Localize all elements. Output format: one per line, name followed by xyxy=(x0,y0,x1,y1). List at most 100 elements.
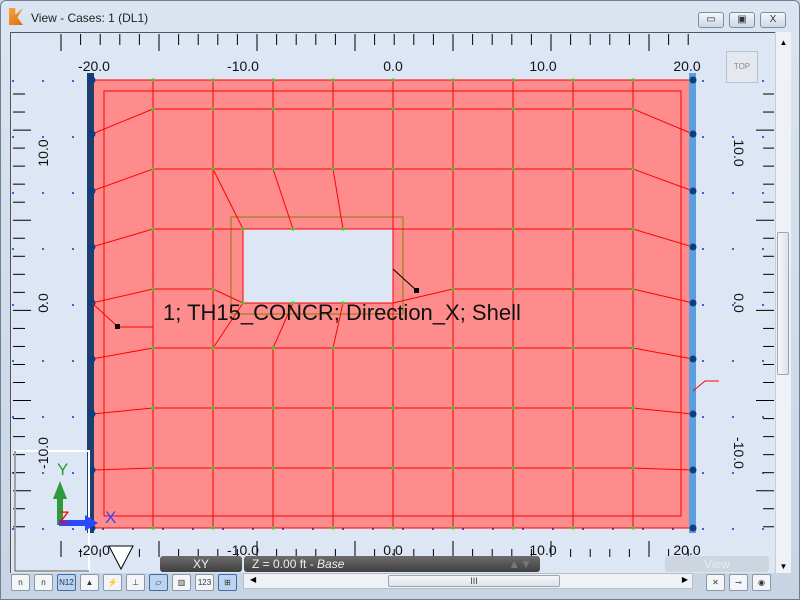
level-name: Base xyxy=(317,557,345,571)
toolbar-dimensions-button[interactable]: ▥ xyxy=(172,574,191,591)
z-axis-label: Z xyxy=(59,508,70,527)
mesh-edge xyxy=(392,288,694,304)
x-axis-tick-label: -20.0 xyxy=(78,58,110,74)
support-node-icon xyxy=(88,466,96,474)
mesh-node xyxy=(271,78,275,82)
minimize-button[interactable]: ▭ xyxy=(698,12,724,28)
support-node-icon xyxy=(689,299,697,307)
mesh-node xyxy=(241,301,245,305)
mesh-node xyxy=(391,406,395,410)
restore-button[interactable]: ▣ xyxy=(729,12,755,28)
mesh-edge xyxy=(91,288,244,304)
toolbar-panel-numbers-button[interactable]: N12 xyxy=(57,574,76,591)
mesh-node xyxy=(451,526,455,530)
mesh-node xyxy=(511,107,515,111)
support-node-icon xyxy=(88,410,96,418)
structure-drawing xyxy=(13,34,774,572)
x-axis-arrow-icon xyxy=(59,515,98,531)
x-axis-tick-label: 0.0 xyxy=(383,542,403,558)
support-node-icon xyxy=(88,187,96,195)
mesh-node xyxy=(211,406,215,410)
panel-label: 1; TH15_CONCR; Direction_X; Shell xyxy=(163,300,521,325)
x-axis-tick-label: 20.0 xyxy=(673,58,701,74)
opening-label-marker xyxy=(414,288,419,293)
support-node-icon xyxy=(88,355,96,363)
opening-label-leader xyxy=(392,268,417,291)
support-node-icon xyxy=(88,243,96,251)
y-axis-arrow-icon xyxy=(53,481,67,525)
y-axis-tick-label: 0.0 xyxy=(731,293,747,313)
mesh-node xyxy=(451,167,455,171)
mesh-node xyxy=(211,346,215,350)
mesh-node xyxy=(631,227,635,231)
toolbar-loads-button[interactable]: ⚡ xyxy=(103,574,122,591)
mesh-node xyxy=(391,78,395,82)
toolbar-render-button[interactable]: ◉ xyxy=(752,574,771,591)
mesh-node xyxy=(211,167,215,171)
x-axis-tick-label: 10.0 xyxy=(529,542,557,558)
mesh-node xyxy=(151,526,155,530)
view-cube-top[interactable]: TOP xyxy=(726,51,758,83)
mesh-node xyxy=(291,227,295,231)
toolbar-structure-view-button[interactable]: ⊞ xyxy=(218,574,237,591)
toolbar-values-button[interactable]: 123 xyxy=(195,574,214,591)
mesh-node xyxy=(571,107,575,111)
toolbar-panels-button[interactable]: ▱ xyxy=(149,574,168,591)
mesh-node xyxy=(341,227,345,231)
mesh-node xyxy=(211,287,215,291)
mesh-edge xyxy=(212,168,244,230)
mesh-node xyxy=(151,406,155,410)
mesh-node xyxy=(391,526,395,530)
support-node-icon xyxy=(689,130,697,138)
mesh-node xyxy=(571,167,575,171)
mesh-node xyxy=(151,227,155,231)
support-node-icon xyxy=(689,410,697,418)
mesh-node xyxy=(511,227,515,231)
mesh-node xyxy=(451,346,455,350)
mesh-node xyxy=(571,466,575,470)
mesh-node xyxy=(391,346,395,350)
mesh-node xyxy=(271,466,275,470)
toolbar-local-axes-button[interactable]: ⊥ xyxy=(126,574,145,591)
mesh-node xyxy=(271,526,275,530)
opening-offset-outline xyxy=(230,216,404,315)
mesh-node xyxy=(291,301,295,305)
mesh-node xyxy=(151,167,155,171)
mesh-node xyxy=(511,78,515,82)
mesh-edge xyxy=(272,168,294,230)
level-arrows-icon[interactable]: ▲▼ xyxy=(508,557,532,571)
vertical-scroll-thumb[interactable] xyxy=(777,232,789,375)
mesh-node xyxy=(331,78,335,82)
mesh-node xyxy=(341,301,345,305)
mesh-node xyxy=(211,78,215,82)
toolbar-releases-button[interactable]: ⊸ xyxy=(729,574,748,591)
toolbar-hide-supports-button[interactable]: ✕ xyxy=(706,574,725,591)
mesh-node xyxy=(391,167,395,171)
slab-opening xyxy=(242,228,394,304)
model-view-canvas[interactable]: Y X Z 1; TH15_CONCR; Direction_X; Shell … xyxy=(10,32,775,573)
mesh-node xyxy=(331,167,335,171)
mesh-node xyxy=(511,526,515,530)
mesh-node xyxy=(511,466,515,470)
level-selector[interactable]: Z = 0.00 ft - Base ▲▼ xyxy=(244,556,540,572)
toolbar-node-numbers-button[interactable]: n xyxy=(11,574,30,591)
x-axis-tick-label: -20.0 xyxy=(78,542,110,558)
mesh-node xyxy=(271,107,275,111)
close-button[interactable]: X xyxy=(760,12,786,28)
mesh-node xyxy=(331,107,335,111)
mesh-node xyxy=(631,406,635,410)
mesh-nodes xyxy=(151,78,635,530)
x-axis-tick-label: 10.0 xyxy=(529,58,557,74)
window-title: View - Cases: 1 (DL1) xyxy=(31,11,149,25)
mesh-node xyxy=(211,107,215,111)
toolbar-supports-button[interactable]: ▲ xyxy=(80,574,99,591)
mesh-node xyxy=(631,107,635,111)
y-axis-tick-label: 10.0 xyxy=(35,139,51,167)
view-button[interactable]: View xyxy=(665,556,769,572)
toolbar-element-numbers-button[interactable]: n xyxy=(34,574,53,591)
mesh-node xyxy=(331,526,335,530)
horizontal-scroll-thumb[interactable]: III xyxy=(388,575,560,587)
plane-selector[interactable]: XY xyxy=(160,556,242,572)
mesh-edge xyxy=(212,302,244,349)
y-axis-tick-label: 0.0 xyxy=(35,293,51,313)
